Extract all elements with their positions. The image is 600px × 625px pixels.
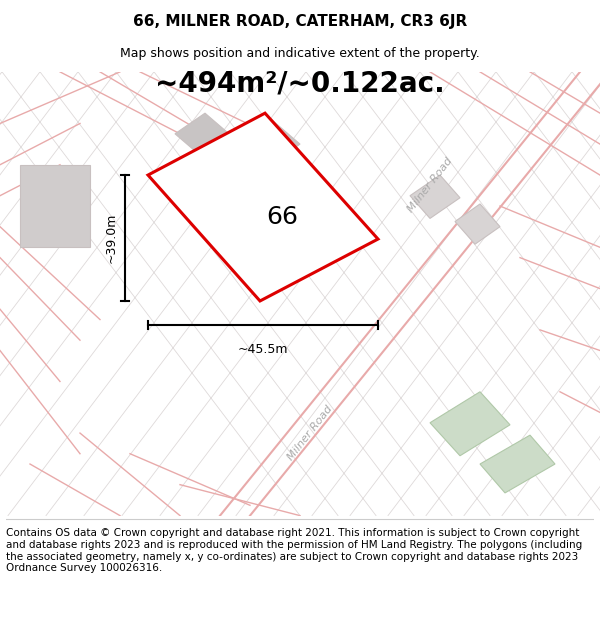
Text: 66: 66 — [267, 206, 299, 229]
Polygon shape — [480, 435, 555, 493]
Polygon shape — [175, 113, 235, 159]
Polygon shape — [430, 392, 510, 456]
Polygon shape — [240, 118, 300, 165]
Polygon shape — [20, 165, 90, 248]
Text: ~45.5m: ~45.5m — [238, 343, 288, 356]
Polygon shape — [455, 204, 500, 244]
Text: 66, MILNER ROAD, CATERHAM, CR3 6JR: 66, MILNER ROAD, CATERHAM, CR3 6JR — [133, 14, 467, 29]
Text: Map shows position and indicative extent of the property.: Map shows position and indicative extent… — [120, 48, 480, 61]
Text: Milner Road: Milner Road — [286, 404, 334, 462]
Polygon shape — [410, 175, 460, 218]
Text: ~39.0m: ~39.0m — [104, 213, 118, 263]
Text: Milner Road: Milner Road — [406, 156, 454, 214]
Text: Contains OS data © Crown copyright and database right 2021. This information is : Contains OS data © Crown copyright and d… — [6, 528, 582, 573]
Text: ~494m²/~0.122ac.: ~494m²/~0.122ac. — [155, 69, 445, 98]
Polygon shape — [148, 113, 378, 301]
